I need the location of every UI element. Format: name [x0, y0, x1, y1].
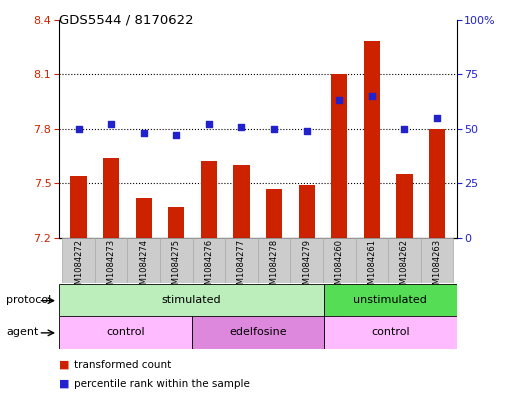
Bar — [168, 207, 185, 238]
Text: GSM1084274: GSM1084274 — [139, 239, 148, 295]
Bar — [324, 316, 457, 349]
Point — [238, 123, 246, 130]
Point — [74, 125, 83, 132]
Text: agent: agent — [6, 327, 38, 338]
Bar — [421, 238, 453, 283]
Text: ■: ■ — [59, 378, 69, 389]
Bar — [225, 238, 258, 283]
Bar — [299, 185, 315, 238]
Text: GSM1084273: GSM1084273 — [107, 239, 115, 295]
Bar — [258, 238, 290, 283]
Bar — [388, 238, 421, 283]
Text: GSM1084277: GSM1084277 — [237, 239, 246, 295]
Bar — [59, 284, 324, 316]
Point — [433, 115, 441, 121]
Point — [172, 132, 181, 138]
Text: GSM1084261: GSM1084261 — [367, 239, 377, 295]
Text: GDS5544 / 8170622: GDS5544 / 8170622 — [59, 14, 193, 27]
Text: percentile rank within the sample: percentile rank within the sample — [74, 378, 250, 389]
Bar — [324, 284, 457, 316]
Text: unstimulated: unstimulated — [353, 295, 427, 305]
Bar — [59, 316, 191, 349]
Text: GSM1084263: GSM1084263 — [432, 239, 442, 295]
Text: GSM1084260: GSM1084260 — [335, 239, 344, 295]
Point — [335, 97, 343, 103]
Text: protocol: protocol — [6, 295, 51, 305]
Bar — [70, 176, 87, 238]
Point — [270, 125, 278, 132]
Bar — [103, 158, 120, 238]
Bar — [191, 316, 324, 349]
Bar — [396, 174, 412, 238]
Text: transformed count: transformed count — [74, 360, 172, 370]
Bar — [356, 238, 388, 283]
Point — [303, 128, 311, 134]
Text: stimulated: stimulated — [162, 295, 221, 305]
Text: edelfosine: edelfosine — [229, 327, 287, 338]
Text: GSM1084272: GSM1084272 — [74, 239, 83, 295]
Bar — [233, 165, 250, 238]
Bar — [290, 238, 323, 283]
Bar — [62, 238, 95, 283]
Text: GSM1084276: GSM1084276 — [204, 239, 213, 295]
Bar — [266, 189, 282, 238]
Text: control: control — [371, 327, 409, 338]
Point — [140, 130, 148, 136]
Bar — [429, 129, 445, 238]
Point — [400, 125, 408, 132]
Text: ■: ■ — [59, 360, 69, 370]
Bar — [127, 238, 160, 283]
Bar — [95, 238, 127, 283]
Bar — [364, 42, 380, 238]
Bar — [331, 74, 347, 238]
Bar — [201, 162, 217, 238]
Bar — [160, 238, 192, 283]
Bar — [135, 198, 152, 238]
Text: GSM1084275: GSM1084275 — [172, 239, 181, 295]
Point — [368, 93, 376, 99]
Text: GSM1084279: GSM1084279 — [302, 239, 311, 295]
Text: GSM1084278: GSM1084278 — [269, 239, 279, 295]
Bar — [323, 238, 356, 283]
Text: control: control — [106, 327, 145, 338]
Point — [107, 121, 115, 127]
Point — [205, 121, 213, 127]
Text: GSM1084262: GSM1084262 — [400, 239, 409, 295]
Bar — [192, 238, 225, 283]
